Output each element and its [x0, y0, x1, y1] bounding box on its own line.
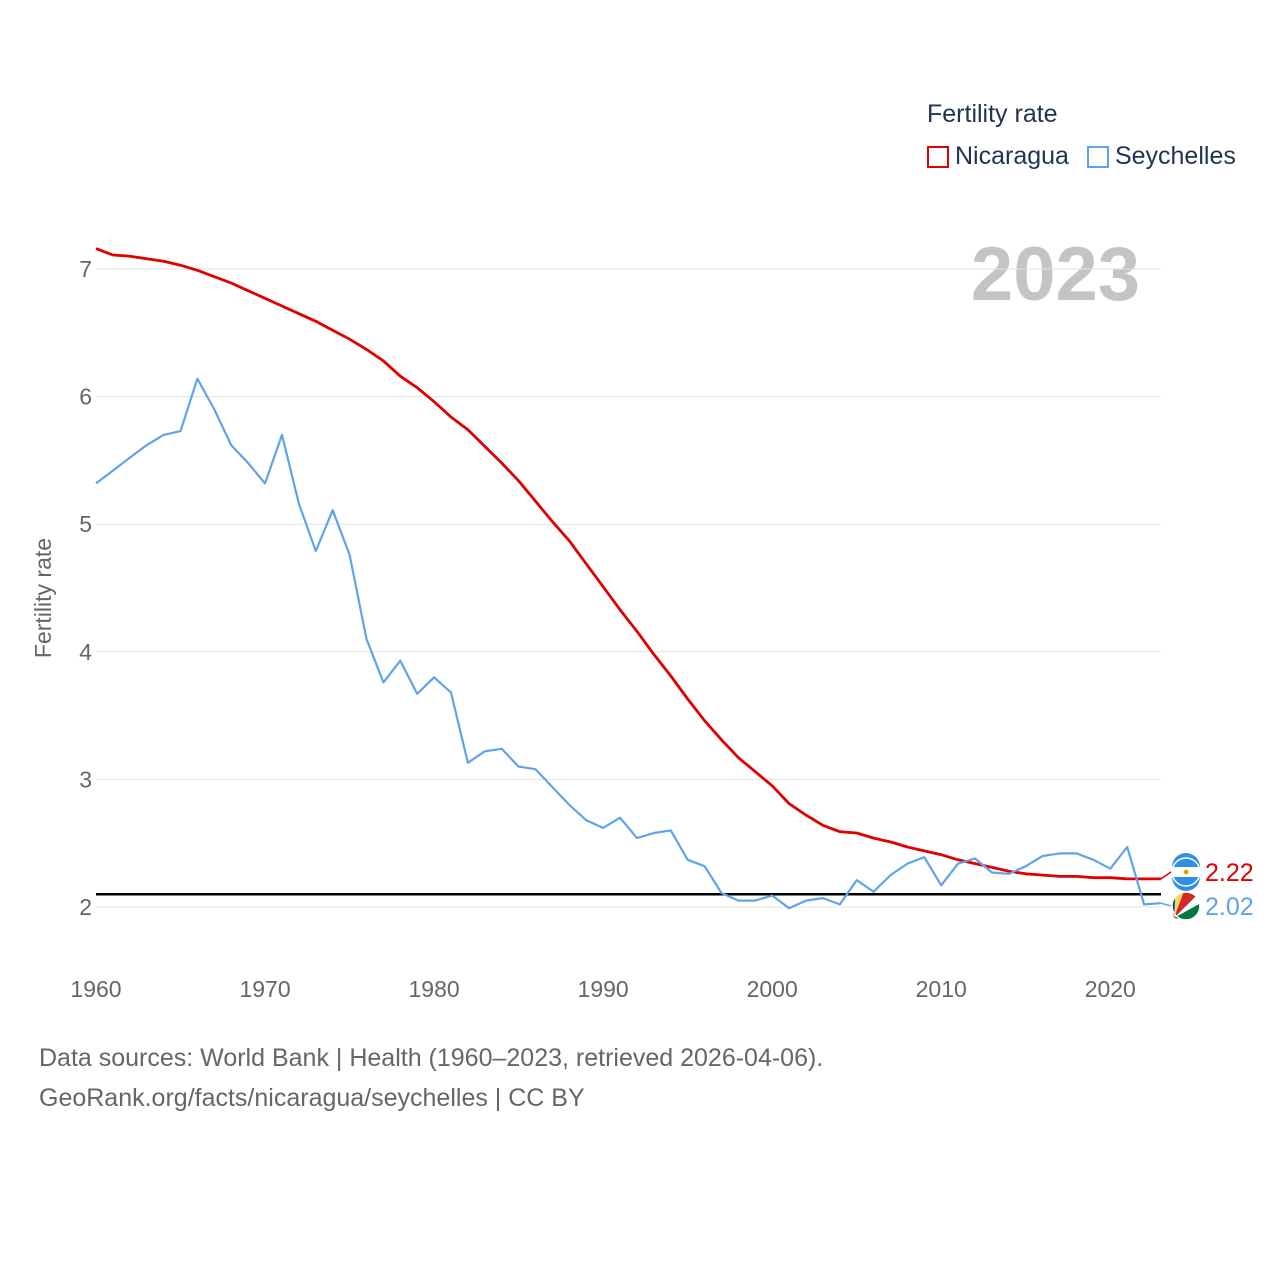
flag-seychelles-ray-2	[1174, 892, 1196, 918]
legend-item-seychelles[interactable]: Seychelles	[1086, 142, 1236, 171]
connector-seychelles	[1160, 902, 1172, 907]
flag-nicaragua-top	[1172, 853, 1200, 867]
footer-sources: Data sources: World Bank | Health (1960–…	[39, 1044, 824, 1072]
x-tick-label: 1970	[239, 976, 290, 1002]
y-tick-label: 4	[79, 639, 92, 665]
x-tick-label: 1960	[70, 976, 121, 1002]
legend: Nicaragua Seychelles	[927, 142, 1254, 171]
end-value-seychelles: 2.02	[1205, 893, 1254, 921]
y-tick-label: 5	[79, 511, 92, 537]
y-axis-title: Fertility rate	[30, 538, 56, 658]
connector-nicaragua	[1160, 871, 1172, 880]
x-tick-label: 2020	[1085, 976, 1136, 1002]
legend-swatch-seychelles	[1086, 145, 1109, 168]
y-tick-label: 3	[79, 766, 92, 792]
y-tick-label: 6	[79, 384, 92, 410]
x-tick-label: 2000	[747, 976, 798, 1002]
end-value-nicaragua: 2.22	[1205, 859, 1254, 887]
flag-seychelles-ray-1	[1174, 892, 1184, 918]
chart: 2023 2 3 4 5 6 7 1960 1970 1980 1990 2000 2010 2020 Fe…	[30, 232, 1254, 1002]
footer-credit[interactable]: GeoRank.org/facts/nicaragua/seychelles |…	[39, 1084, 585, 1112]
flag-seychelles-ray-3	[1174, 896, 1200, 918]
series-line-nicaragua[interactable]	[95, 247, 1161, 881]
flag-nicaragua-emblem	[1183, 869, 1189, 875]
flag-nicaragua-bottom	[1172, 877, 1200, 891]
x-tick-label: 2010	[916, 976, 967, 1002]
legend-title: Fertility rate	[927, 100, 1058, 128]
flag-seychelles-ray-4	[1174, 903, 1200, 921]
flag-seychelles-icon	[1171, 891, 1201, 921]
y-tick-label: 7	[79, 256, 92, 282]
year-label: 2023	[971, 232, 1140, 317]
series-line-seychelles[interactable]	[95, 377, 1162, 910]
legend-item-nicaragua[interactable]: Nicaragua	[927, 142, 1069, 171]
x-tick-label: 1990	[578, 976, 629, 1002]
flag-nicaragua-icon	[1171, 857, 1201, 887]
legend-label-nicaragua: Nicaragua	[955, 142, 1069, 170]
x-tick-label: 1980	[409, 976, 460, 1002]
legend-label-seychelles: Seychelles	[1114, 142, 1236, 170]
legend-swatch-nicaragua	[927, 145, 949, 168]
y-tick-label: 2	[79, 894, 92, 920]
